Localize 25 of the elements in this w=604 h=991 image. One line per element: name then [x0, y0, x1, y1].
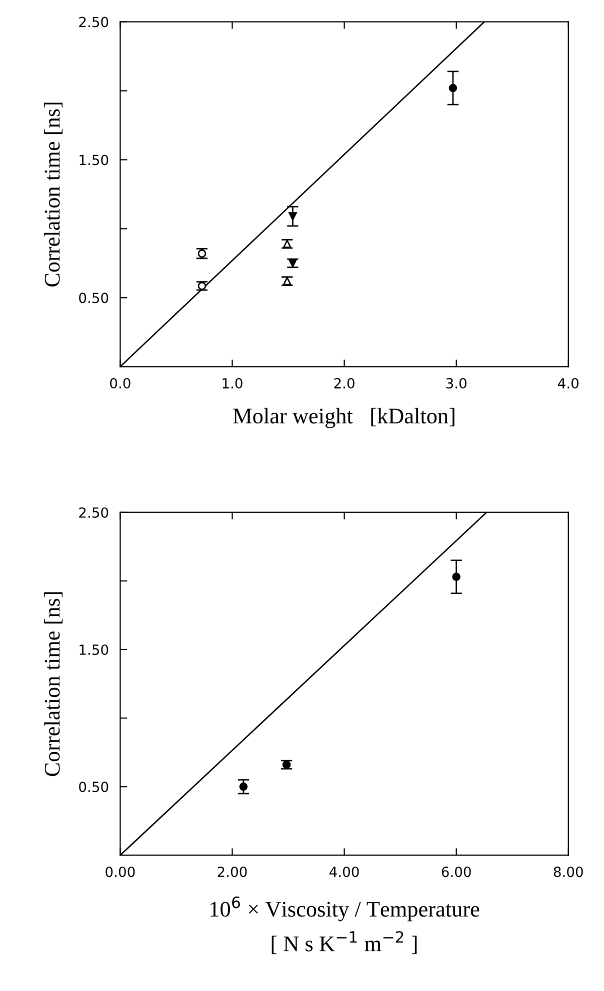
x-tick-label: 0.00 [106, 866, 135, 878]
x-tick-label: 4.00 [329, 866, 359, 878]
x-tick-label: 1.0 [222, 378, 242, 389]
x-axis-title: Molar weight [kDalton] [233, 408, 454, 428]
x-tick-label: 0.0 [110, 378, 130, 389]
x-tick-label: 2.0 [334, 378, 354, 389]
point [288, 212, 297, 220]
x-tick-label: 4.0 [558, 378, 578, 389]
x-tick-label: 3.0 [446, 378, 466, 389]
y-tick-label: 2.50 [79, 16, 108, 28]
y-tick-label: 0.50 [79, 292, 108, 304]
y-tick-label: 2.50 [79, 507, 108, 518]
x-tick-label: 8.00 [554, 866, 583, 878]
point [448, 84, 458, 92]
point [452, 572, 460, 581]
y-tick-label: 1.50 [80, 644, 108, 655]
y-axis-title: Correlation time [ns] [44, 102, 63, 287]
x-tick-label: 2.00 [218, 866, 247, 878]
point [288, 259, 297, 268]
x-axis-title: 10$^{6}$ × Viscosity / Temperature [ N s K$^{−1}$ m$^{−2}$ ] [210, 896, 480, 954]
y-tick-label: 1.50 [80, 154, 108, 166]
y-axis-title: Correlation time [ns] [44, 592, 63, 776]
x-tick-label: 6.00 [442, 866, 471, 878]
point [239, 782, 248, 791]
y-tick-label: 0.50 [79, 782, 108, 792]
